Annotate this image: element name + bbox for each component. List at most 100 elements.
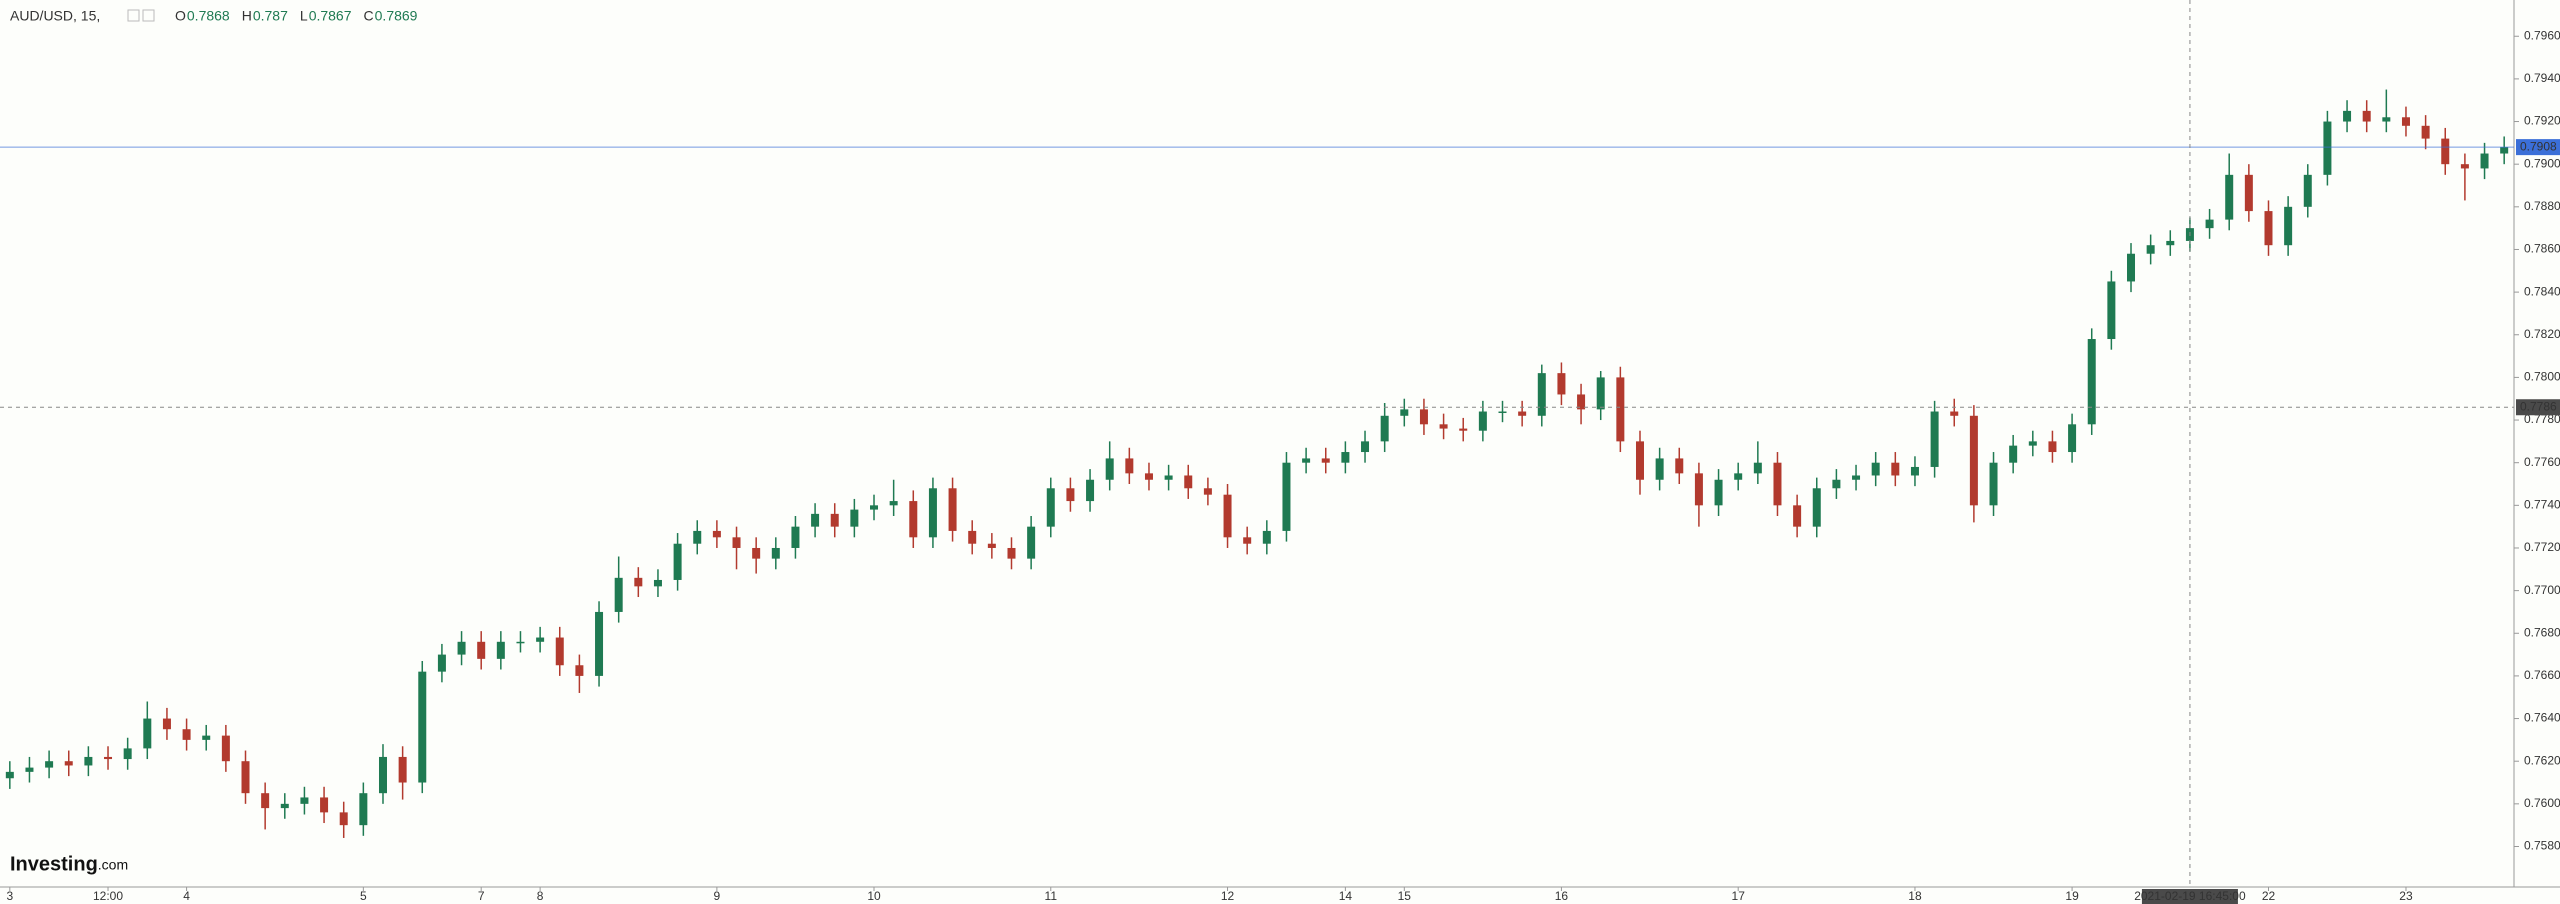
candle-body [1635,441,1644,480]
x-tick-label: 10 [867,889,881,903]
candle-body [2205,219,2214,229]
brand: Investing [10,853,98,875]
candle-body [2244,174,2253,212]
candle-body [2284,206,2293,246]
candle-body [437,654,446,672]
candle-body [2028,441,2037,446]
candle-body [1616,377,1625,442]
candle-body [732,537,741,548]
legend-key: C [364,8,374,24]
candle-body [1910,466,1919,476]
y-tick-label: 0.7800 [2524,370,2560,384]
candle-body [202,735,211,740]
y-tick-label: 0.7760 [2524,455,2560,469]
y-tick-label: 0.7780 [2524,412,2560,426]
candle-body [1459,428,1468,431]
candle-body [1164,475,1173,480]
x-tick-label: 3 [6,889,13,903]
candle-body [25,767,34,772]
candle-body [1439,424,1448,429]
crosshair-price-label: 0.7786 [2520,399,2557,413]
x-tick-label: 18 [1908,889,1922,903]
candle-body [673,543,682,580]
candle-body [477,641,486,659]
candle-body [2480,153,2489,169]
x-tick-label: 22 [2262,889,2276,903]
x-tick-label: 12 [1221,889,1235,903]
x-tick-label: 4 [183,889,190,903]
candle-body [575,665,584,676]
x-tick-label: 23 [2399,889,2413,903]
candle-body [1066,488,1075,502]
candle-body [987,543,996,548]
candle-body [595,611,604,676]
crosshair-time-box [2141,889,2238,904]
candle-body [1498,411,1507,414]
candle-body [1930,411,1939,467]
candle-body [1714,479,1723,506]
candle-body [1361,441,1370,453]
candle-body [1832,479,1841,489]
candle-body [1282,462,1291,531]
candle-body [1537,373,1546,416]
candle-body [143,718,152,749]
candle-body [2068,424,2077,453]
x-tick-label: 19 [2065,889,2079,903]
y-tick-label: 0.7940 [2524,71,2560,85]
candle-body [1105,458,1114,480]
candle-body [1203,488,1212,495]
candle-body [300,797,309,804]
candle-body [182,729,191,740]
candle-body [280,803,289,809]
legend-value: 0.7869 [375,8,418,24]
brand-suffix: .com [98,857,128,873]
candle-body [1753,462,1762,474]
candle-body [1341,452,1350,463]
header-button[interactable] [127,9,140,22]
candle-body [2166,240,2175,246]
candle-body [241,761,250,794]
crosshair-time-label: 2021-02-19 16:45:00 [2134,889,2246,903]
candle-body [536,637,545,642]
candle-body [261,793,270,809]
candle-body [496,641,505,659]
y-tick-label: 0.7900 [2524,156,2560,170]
candle-body [2343,110,2352,122]
candle-body [2421,125,2430,139]
candle-body [1852,475,1861,480]
candle-body [5,771,14,779]
y-tick-label: 0.7600 [2524,796,2560,810]
candle-body [1007,547,1016,559]
x-tick-label: 11 [1045,889,1058,903]
candle-body [2500,147,2509,154]
current-price-box [2516,139,2560,156]
candle-body [2048,441,2057,453]
candle-body [45,761,54,768]
candle-body [2225,174,2234,220]
y-tick-label: 0.7920 [2524,114,2560,128]
candle-body [634,577,643,587]
candle-body [752,547,761,559]
candle-body [1478,411,1487,431]
y-tick-label: 0.7640 [2524,711,2560,725]
candle-body [1871,462,1880,476]
candle-body [791,526,800,548]
legend-value: 0.787 [253,8,288,24]
candle-body [948,488,957,531]
candle-body [1400,409,1409,416]
chart-title: AUD/USD, 15, [10,8,100,24]
candle-body [418,671,427,783]
candle-body [909,501,918,538]
y-tick-label: 0.7720 [2524,540,2560,554]
candle-body [1262,530,1271,544]
y-tick-label: 0.7680 [2524,625,2560,639]
candle-body [123,748,132,760]
header-button[interactable] [142,9,155,22]
x-tick-label: 17 [1732,889,1746,903]
candle-body [555,637,564,666]
legend-value: 0.7868 [187,8,230,24]
candle-body [614,577,623,612]
